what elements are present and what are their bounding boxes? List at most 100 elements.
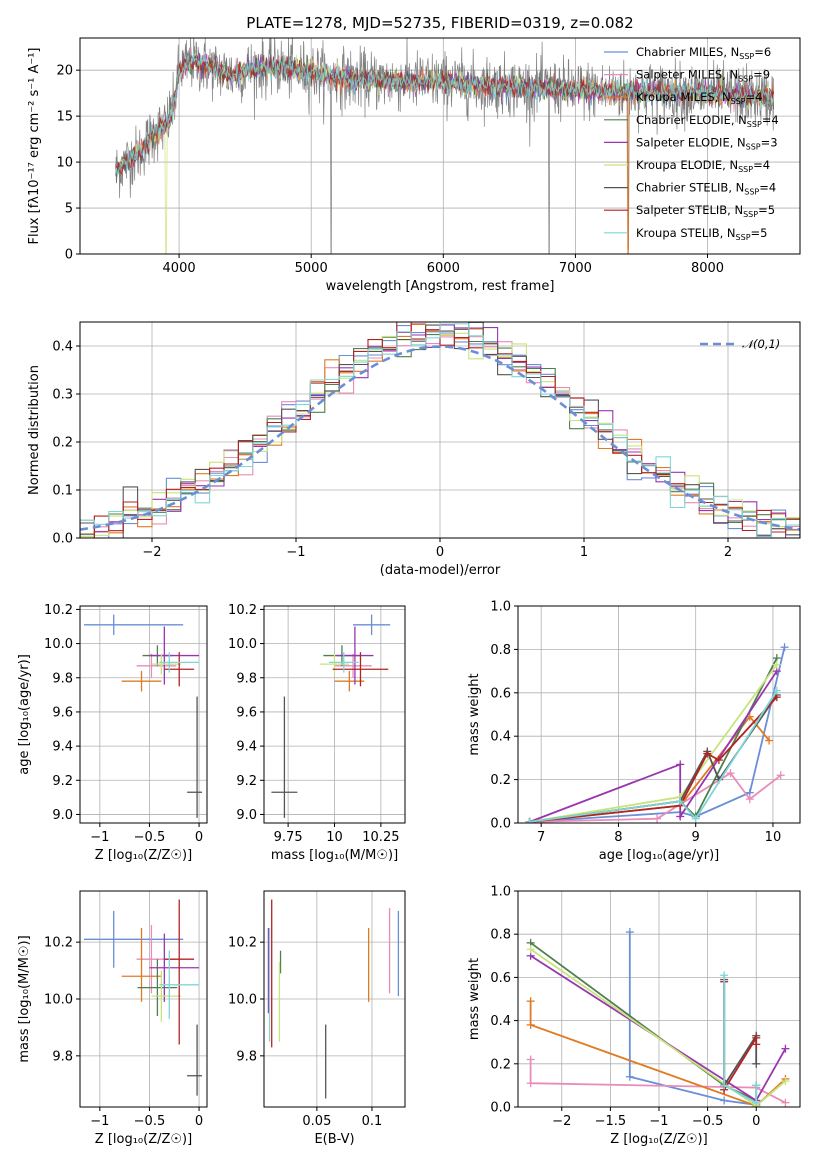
series-line-8 [529, 690, 778, 823]
mass_vs_Z-axes: −1 −0.5 0 9.8 10.0 10.2 Z [log₁₀(Z/Z☉)] mass [l… [17, 891, 207, 1147]
x-tick-label: −0.5 [134, 1114, 166, 1129]
legend-count: =4 [762, 113, 779, 127]
series-marker [752, 1098, 761, 1107]
y-tick-label: 0.0 [490, 1101, 511, 1116]
x-tick-label: −1 [90, 1114, 109, 1129]
y-tick-label: 9.0 [52, 808, 73, 823]
x-tick-label: 8000 [691, 261, 724, 276]
mass_vs_ebv-points [267, 899, 400, 1099]
x-axis-label: Z [log₁₀(Z/Z☉)] [95, 1132, 192, 1147]
x-axis-label: age [log₁₀(age/yr)] [599, 848, 720, 863]
series-marker [745, 795, 754, 804]
axes-frame [263, 605, 406, 824]
x-tick-label: 0 [752, 1114, 760, 1129]
y-tick-label: 9.0 [236, 808, 257, 823]
errorbar-point-2 [121, 927, 162, 1002]
series-marker [714, 756, 723, 765]
legend-entry-4: Salpeter ELODIE, NSSP=3 [636, 135, 778, 151]
x-tick-label: 2 [724, 545, 732, 560]
legend-subscript: SSP [731, 97, 746, 106]
spectrum-legend: Chabrier MILES, NSSP=6 Salpeter MILES, NS… [604, 45, 779, 242]
x-tick-label: −1 [286, 545, 305, 560]
series-marker [676, 812, 685, 821]
errorbar-point-5 [319, 653, 350, 675]
errorbar-point-2 [334, 670, 365, 692]
y-axis-label: age [log₁₀(age/yr)] [17, 654, 32, 775]
legend-count: =4 [759, 181, 776, 195]
legend-subscript: SSP [738, 165, 753, 174]
y-tick-label: 10.0 [228, 993, 257, 1008]
x-tick-label: −1.5 [595, 1114, 627, 1129]
y-tick-label: 10.2 [44, 603, 73, 618]
axes-frame [517, 890, 801, 1108]
y-tick-label: 0.6 [490, 686, 511, 701]
series-line-8 [723, 975, 758, 1105]
x-tick-label: 0.1 [362, 1114, 383, 1129]
x-tick-label: −0.5 [134, 830, 166, 845]
axes-frame [79, 37, 801, 255]
x-tick-label: 7 [537, 830, 545, 845]
legend-count: =4 [746, 90, 763, 104]
y-tick-label: 10.2 [228, 936, 257, 951]
y-tick-label: 0.8 [490, 928, 511, 943]
y-tick-label: 0.0 [490, 817, 511, 832]
legend-entry-1: Salpeter MILES, NSSP=9 [636, 68, 770, 84]
y-tick-label: 1.0 [490, 885, 511, 900]
legend-count: =3 [761, 135, 778, 149]
x-axis-label: (data-model)/error [380, 563, 501, 578]
errorbar-point-1 [334, 653, 372, 678]
y-tick-label: 9.6 [236, 705, 257, 720]
axes-frame [79, 605, 208, 824]
y-tick-label: 9.8 [52, 1049, 73, 1064]
axes-frame [263, 890, 406, 1108]
y-tick-label: 9.8 [52, 671, 73, 686]
series-line-0 [628, 932, 757, 1106]
spectrum-lines [115, 38, 774, 254]
series-marker [526, 997, 535, 1006]
normal-curve [80, 345, 800, 531]
errorbar-point-6 [187, 696, 203, 818]
y-tick-label: 9.8 [236, 1049, 257, 1064]
legend-count: =4 [753, 158, 770, 172]
y-axis-label: Flux [fλ10⁻¹⁷ erg cm⁻² s⁻¹ A⁻¹] [27, 48, 42, 245]
mass_weight_vs_Z-series [526, 928, 790, 1107]
axes-frame [517, 605, 801, 824]
mass_weight_vs_Z-axes: −2 −1.5 −1 −0.5 0 0.0 0.2 0.4 0.6 0.8 1.0 Z [log₁₀(… [467, 885, 800, 1147]
x-tick-label: 9.75 [274, 830, 303, 845]
y-tick-label: 1.0 [490, 600, 511, 615]
x-tick-label: 6000 [427, 261, 460, 276]
series-line-5 [529, 664, 778, 823]
errorbar-point-8 [159, 652, 200, 673]
errorbar-point-2 [121, 670, 162, 692]
y-tick-label: 0.0 [52, 532, 73, 547]
y-tick-label: 5 [65, 202, 73, 217]
legend-entry-0: Chabrier MILES, NSSP=6 [636, 45, 771, 61]
axes-frame [79, 321, 801, 539]
series-line-4 [529, 670, 778, 823]
errorbar-point-0 [83, 910, 184, 968]
errorbar-point-8 [159, 950, 200, 1019]
y-tick-label: 0.4 [490, 1014, 511, 1029]
y-axis-label: mass weight [467, 673, 482, 755]
x-tick-label: −2 [552, 1114, 571, 1129]
y-tick-label: 9.4 [52, 740, 73, 755]
series-marker [526, 1020, 535, 1029]
legend-count: =5 [758, 203, 775, 217]
legend-subscript: SSP [743, 210, 758, 219]
errorbar-point-5 [151, 653, 182, 675]
errorbar-point-7 [332, 652, 389, 687]
legend-entry-6: Chabrier STELIB, NSSP=4 [636, 181, 776, 197]
legend-entry-8: Kroupa STELIB, NSSP=5 [636, 226, 767, 242]
legend-count: =5 [751, 226, 768, 240]
y-tick-label: 0.4 [490, 730, 511, 745]
series-line-3 [530, 942, 758, 1102]
age_vs_mass-axes: 9.75 10 10.25 9.0 9.2 9.4 9.6 9.8 10.0 10.2 mass [… [228, 603, 405, 863]
series-marker [752, 1059, 761, 1068]
y-tick-label: 10.0 [228, 637, 257, 652]
y-tick-label: 9.4 [236, 740, 257, 755]
errorbar-point-0 [83, 614, 184, 636]
y-tick-label: 20 [56, 64, 73, 79]
y-tick-label: 10.2 [228, 603, 257, 618]
x-axis-label: wavelength [Angstrom, rest frame] [326, 279, 555, 294]
